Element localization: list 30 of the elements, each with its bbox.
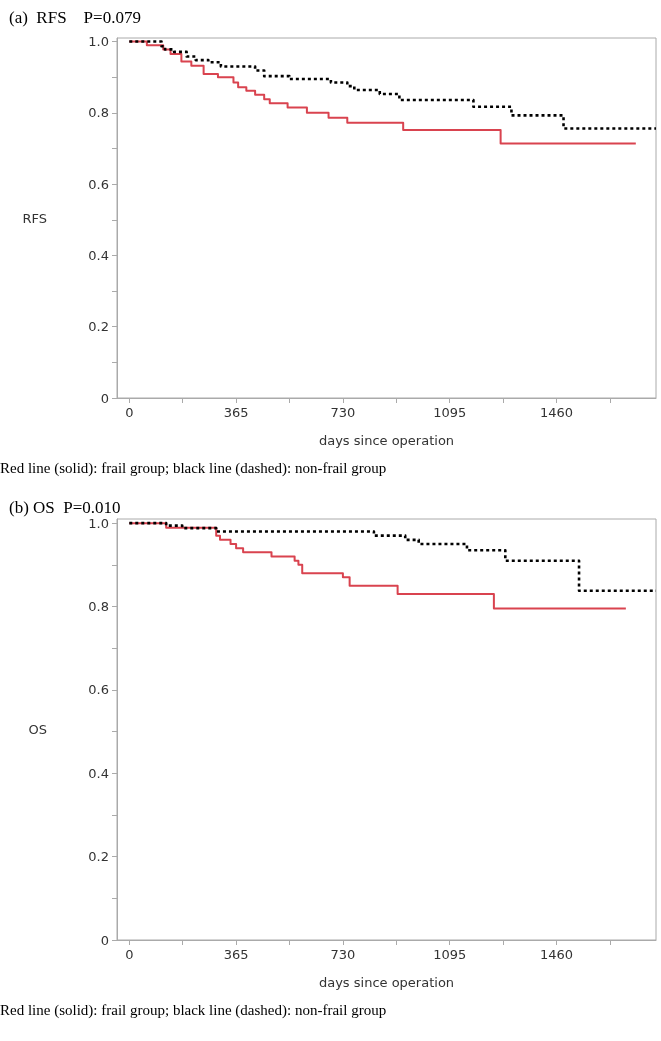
y-tick-label: 1.0 <box>88 515 109 531</box>
x-tick-label: 1095 <box>433 947 467 962</box>
y-tick-label: 0.4 <box>88 247 109 263</box>
y-tick-label: 0.8 <box>88 105 109 121</box>
y-tick-label: 0.8 <box>88 599 109 615</box>
y-axis-title: OS <box>28 722 47 737</box>
text: Red line (solid): frail group; black line (dashed): non-frail group <box>0 1001 387 1019</box>
x-tick-label: 0 <box>125 405 134 420</box>
y-tick-label: 1.0 <box>88 34 109 50</box>
text: Red line (solid): frail group; black line (dashed): non-frail group <box>0 459 387 477</box>
y-tick-label: 0.2 <box>88 849 109 865</box>
y-tick-label: 0.6 <box>88 176 109 192</box>
x-tick-label: 365 <box>223 405 249 420</box>
x-tick-label: 1460 <box>539 947 574 962</box>
y-tick-label: 0.2 <box>88 319 109 335</box>
x-tick-label: 365 <box>223 947 249 962</box>
chart-title: (a) RFS P=0.079 <box>9 8 141 27</box>
x-axis-title: days since operation <box>318 975 455 990</box>
y-tick-label: 0 <box>100 932 109 948</box>
y-tick-label: 0.4 <box>88 765 109 781</box>
x-axis-title: days since operation <box>318 433 455 448</box>
x-tick-label: 730 <box>330 405 356 420</box>
chart-title: (b) OS P=0.010 <box>9 498 121 517</box>
x-tick-label: 0 <box>125 947 134 962</box>
x-tick-label: 730 <box>330 947 356 962</box>
x-tick-label: 1460 <box>539 405 574 420</box>
x-tick-label: 1095 <box>433 405 467 420</box>
y-tick-label: 0 <box>100 390 109 406</box>
y-tick-label: 0.6 <box>88 682 109 698</box>
y-axis-title: RFS <box>22 210 47 226</box>
